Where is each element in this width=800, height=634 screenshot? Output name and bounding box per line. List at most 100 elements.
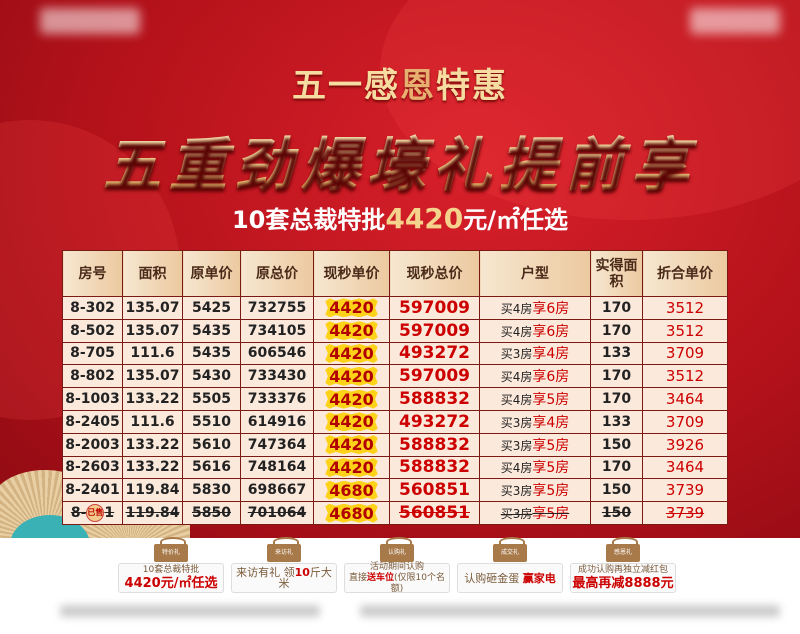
- area-cell: 133.22: [122, 387, 183, 411]
- table-row: 8-2603 133.22 5616 748164 4420 588832 买4房享5房 17…: [62, 455, 728, 480]
- orig-unit-cell: 5435: [182, 341, 241, 366]
- table-row: 8-已售1 119.84 5850 701064 4680 560851 买3房享5房 150…: [62, 501, 728, 525]
- type-get: 享5房: [532, 437, 570, 454]
- sale-unit-cell: 4420: [313, 364, 390, 389]
- area-cell: 133.22: [122, 455, 183, 480]
- gift-item: 认购礼 活动期间认购 直接送车位(仅限10个名额): [344, 537, 450, 594]
- gift-highlight: 赢家电: [522, 571, 556, 585]
- real-area-cell: 170: [590, 387, 643, 411]
- real-area-cell: 170: [590, 364, 643, 389]
- column-header: 原单价: [182, 250, 241, 297]
- room-number-a: 8-: [70, 505, 87, 522]
- room-cell: 8-2401: [62, 478, 123, 503]
- type-buy: 买4房: [500, 324, 533, 339]
- gift-box-icon: 认购礼: [380, 537, 414, 562]
- sale-unit-cell: 4420: [313, 409, 390, 434]
- unit-type-cell: 买3房享5房: [479, 501, 591, 525]
- area-cell: 135.07: [122, 296, 183, 320]
- sale-unit-burst: 4420: [325, 389, 378, 409]
- type-buy: 买3房: [500, 415, 533, 430]
- gift-text: (仅限10个名额): [390, 572, 445, 594]
- gift-item: 来访礼 来访有礼 领10斤大米: [231, 537, 337, 593]
- gift-highlight: 10: [294, 566, 310, 579]
- gift-box-icon: 感恩礼: [606, 537, 640, 562]
- gift-card: 活动期间认购 直接送车位(仅限10个名额): [344, 561, 450, 594]
- logo-blurred: [690, 8, 780, 34]
- headline-3: 10套总裁特批4420元/㎡任选: [0, 200, 800, 235]
- orig-total-cell: 701064: [240, 501, 314, 525]
- sale-unit-burst: 4420: [325, 321, 378, 341]
- equivalent-unit-cell: 3512: [642, 364, 728, 389]
- gift-highlight: 最高再减8888元: [572, 576, 674, 591]
- orig-unit-cell: 5430: [182, 364, 241, 389]
- sale-unit-burst: 4680: [325, 503, 378, 523]
- orig-unit-cell: 5435: [182, 318, 241, 343]
- gift-box-icon: 特价礼: [154, 537, 188, 562]
- orig-unit-cell: 5850: [182, 501, 241, 525]
- area-cell: 119.84: [122, 478, 183, 503]
- unit-type-cell: 买3房享4房: [479, 341, 591, 366]
- headline-3-b: 元/㎡任选: [463, 206, 569, 234]
- poster-background: 五一感恩特惠 五重劲爆壕礼提前享 10套总裁特批4420元/㎡任选 房号 面积 原单…: [0, 0, 800, 538]
- type-get: 享6房: [532, 369, 570, 386]
- type-buy: 买3房: [500, 507, 533, 522]
- equivalent-unit-cell: 3464: [642, 455, 728, 480]
- table-row: 8-2405 111.6 5510 614916 4420 493272 买3房享4房 133…: [62, 409, 728, 434]
- table-row: 8-302 135.07 5425 732755 4420 597009 买4房享6房 170…: [62, 296, 728, 320]
- gift-text: 认购砸金蛋: [464, 571, 523, 585]
- column-header: 房号: [62, 250, 123, 297]
- unit-type-cell: 买4房享5房: [479, 387, 591, 411]
- sale-total-cell: 597009: [389, 364, 480, 389]
- table-row: 8-705 111.6 5435 606546 4420 493272 买3房享4房 133 3…: [62, 341, 728, 366]
- type-get: 享6房: [532, 323, 570, 340]
- sale-unit-burst: 4420: [325, 343, 378, 363]
- column-header: 面积: [122, 250, 183, 297]
- sale-total-cell: 560851: [389, 478, 480, 503]
- sale-unit-burst: 4420: [325, 457, 378, 477]
- gift-card: 来访有礼 领10斤大米: [231, 563, 337, 593]
- equivalent-unit-cell: 3512: [642, 318, 728, 343]
- table-row: 8-2401 119.84 5830 698667 4680 560851 买3房享5房 15…: [62, 478, 728, 503]
- room-cell: 8-2603: [62, 455, 123, 480]
- gift-subtitle: 活动期间认购: [369, 561, 424, 572]
- orig-unit-cell: 5830: [182, 478, 241, 503]
- equivalent-unit-cell: 3739: [642, 478, 728, 503]
- sale-unit-cell: 4420: [313, 318, 390, 343]
- orig-unit-cell: 5610: [182, 432, 241, 457]
- orig-total-cell: 732755: [240, 296, 314, 320]
- room-cell: 8-802: [62, 364, 123, 389]
- type-get: 享4房: [532, 346, 570, 363]
- real-area-cell: 133: [590, 409, 643, 434]
- column-header: 户型: [479, 250, 591, 297]
- sale-total-cell: 493272: [389, 409, 480, 434]
- gift-card: 认购砸金蛋 赢家电: [457, 563, 563, 593]
- equivalent-unit-cell: 3464: [642, 387, 728, 411]
- sale-unit-cell: 4420: [313, 455, 390, 480]
- gift-line: 认购砸金蛋 赢家电: [458, 573, 562, 584]
- unit-type-cell: 买3房享5房: [479, 478, 591, 503]
- type-buy: 买4房: [500, 301, 533, 316]
- sale-total-cell: 493272: [389, 341, 480, 366]
- real-area-cell: 150: [590, 501, 643, 525]
- gift-card: 成功认购再独立减红包 最高再减8888元: [570, 563, 676, 593]
- sale-unit-burst: 4420: [325, 412, 378, 432]
- unit-type-cell: 买4房享6房: [479, 318, 591, 343]
- unit-type-cell: 买4房享6房: [479, 364, 591, 389]
- sale-total-cell: 588832: [389, 432, 480, 457]
- type-buy: 买4房: [500, 393, 533, 408]
- column-header: 原总价: [240, 250, 314, 297]
- type-buy: 买3房: [500, 438, 533, 453]
- type-get: 享5房: [532, 392, 570, 409]
- area-cell: 135.07: [122, 318, 183, 343]
- price-table: 房号 面积 原单价 原总价 现秒单价 现秒总价 户型 实得面积 折合单价 8-302 135.07…: [62, 250, 728, 525]
- real-area-cell: 150: [590, 478, 643, 503]
- orig-unit-cell: 5505: [182, 387, 241, 411]
- headline-1-a: 五一感: [292, 66, 400, 106]
- sale-total-cell: 597009: [389, 318, 480, 343]
- sale-unit-burst: 4420: [325, 435, 378, 455]
- gift-item: 成交礼 认购砸金蛋 赢家电: [457, 537, 563, 593]
- unit-type-cell: 买4房享5房: [479, 455, 591, 480]
- gift-item: 感恩礼 成功认购再独立减红包 最高再减8888元: [570, 537, 676, 593]
- sale-unit-burst: 4420: [325, 298, 378, 318]
- orig-total-cell: 606546: [240, 341, 314, 366]
